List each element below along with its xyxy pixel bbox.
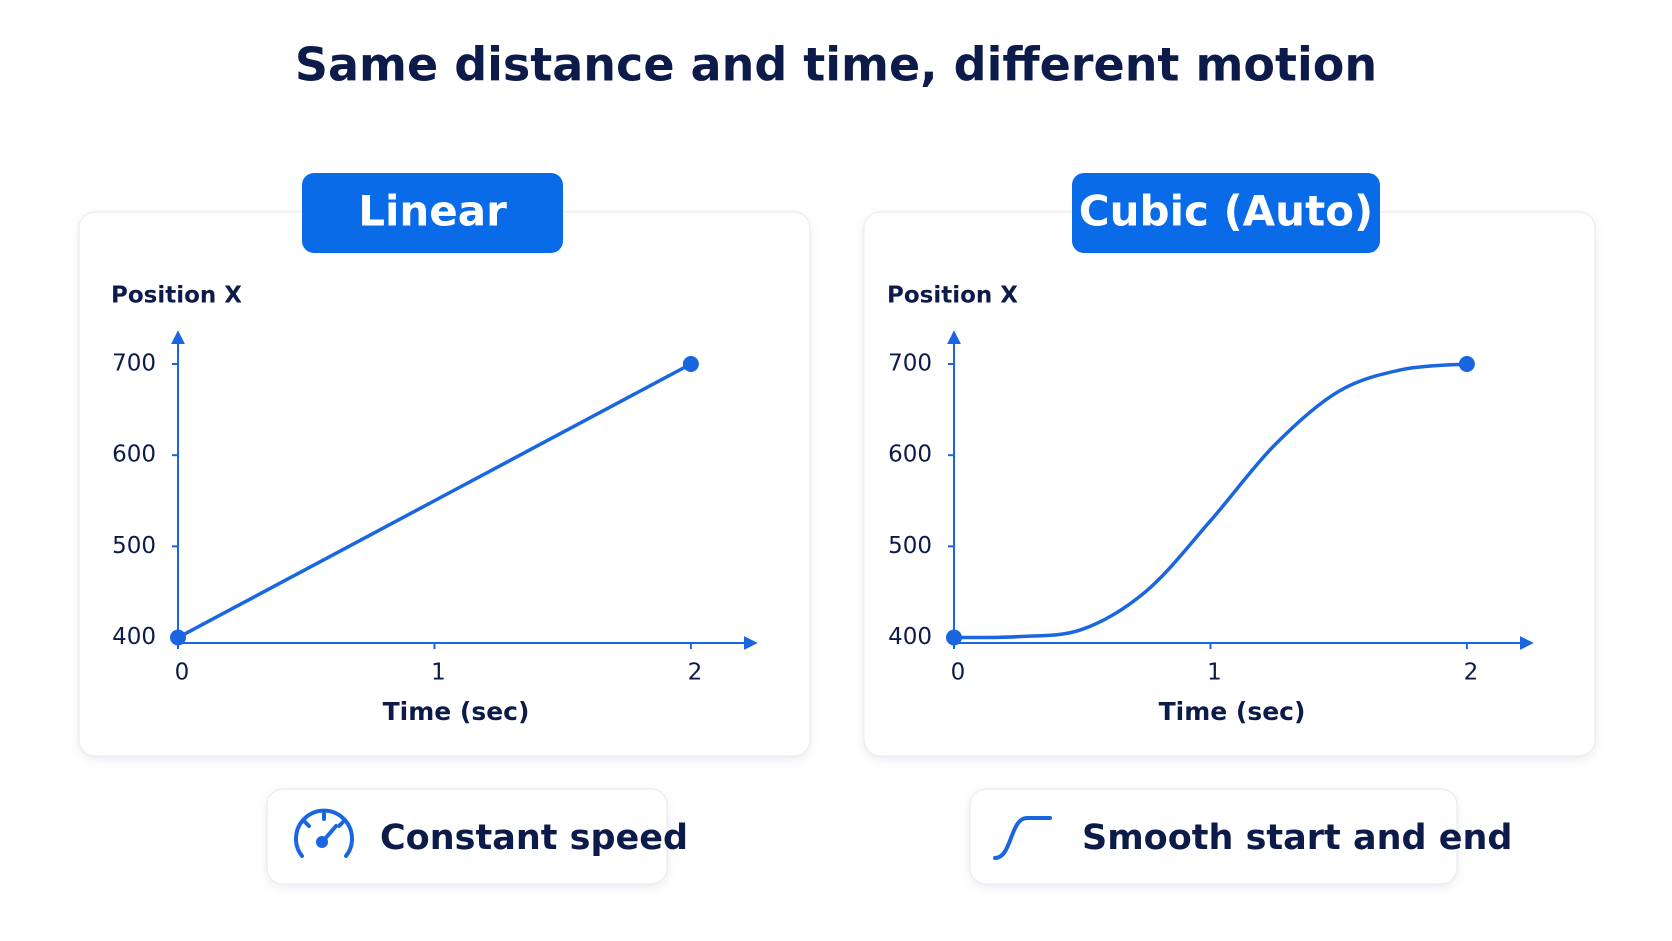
point [170,629,186,646]
x-tick-label: 2 [688,660,703,686]
chart-title: Cubic (Auto) [1079,187,1373,236]
y-tick-label: 500 [112,533,156,559]
caption: Smooth start and end [1082,818,1512,858]
y-tick-label: 600 [112,442,156,468]
y-axis-label: Position X [111,283,242,309]
curve-icon [993,816,1052,860]
y-tick-label: 400 [112,624,156,650]
chart-title: Linear [358,187,507,236]
gauge-icon [294,808,354,858]
x-axis-label: Time (sec) [1159,697,1306,726]
page-title: Same distance and time, different motion [295,38,1377,92]
charts: Linear Position X 400 500 600 700 0 1 2 Time (sec… [78,173,1596,757]
caption-box [969,788,1458,885]
y-tick-label: 700 [888,351,932,377]
point [946,629,962,646]
y-tick-label: 500 [888,533,932,559]
point [682,356,699,372]
x-tick-label: 1 [1207,660,1222,686]
y-axis-label: Position X [887,283,1018,309]
x-tick-label: 0 [175,660,190,686]
line [953,362,1468,640]
badge [302,173,563,253]
x-axis-label: Time (sec) [383,697,530,726]
x-tick-label: 2 [1464,660,1479,686]
line [177,362,692,640]
caption-box [266,788,668,885]
badge [1072,173,1380,253]
x-tick-label: 1 [431,660,446,686]
y-tick-label: 600 [888,442,932,468]
y-tick-label: 700 [112,351,156,377]
y-tick-label: 400 [888,624,932,650]
x-tick-label: 0 [951,660,966,686]
point [1458,356,1475,372]
caption: Constant speed [380,818,688,858]
